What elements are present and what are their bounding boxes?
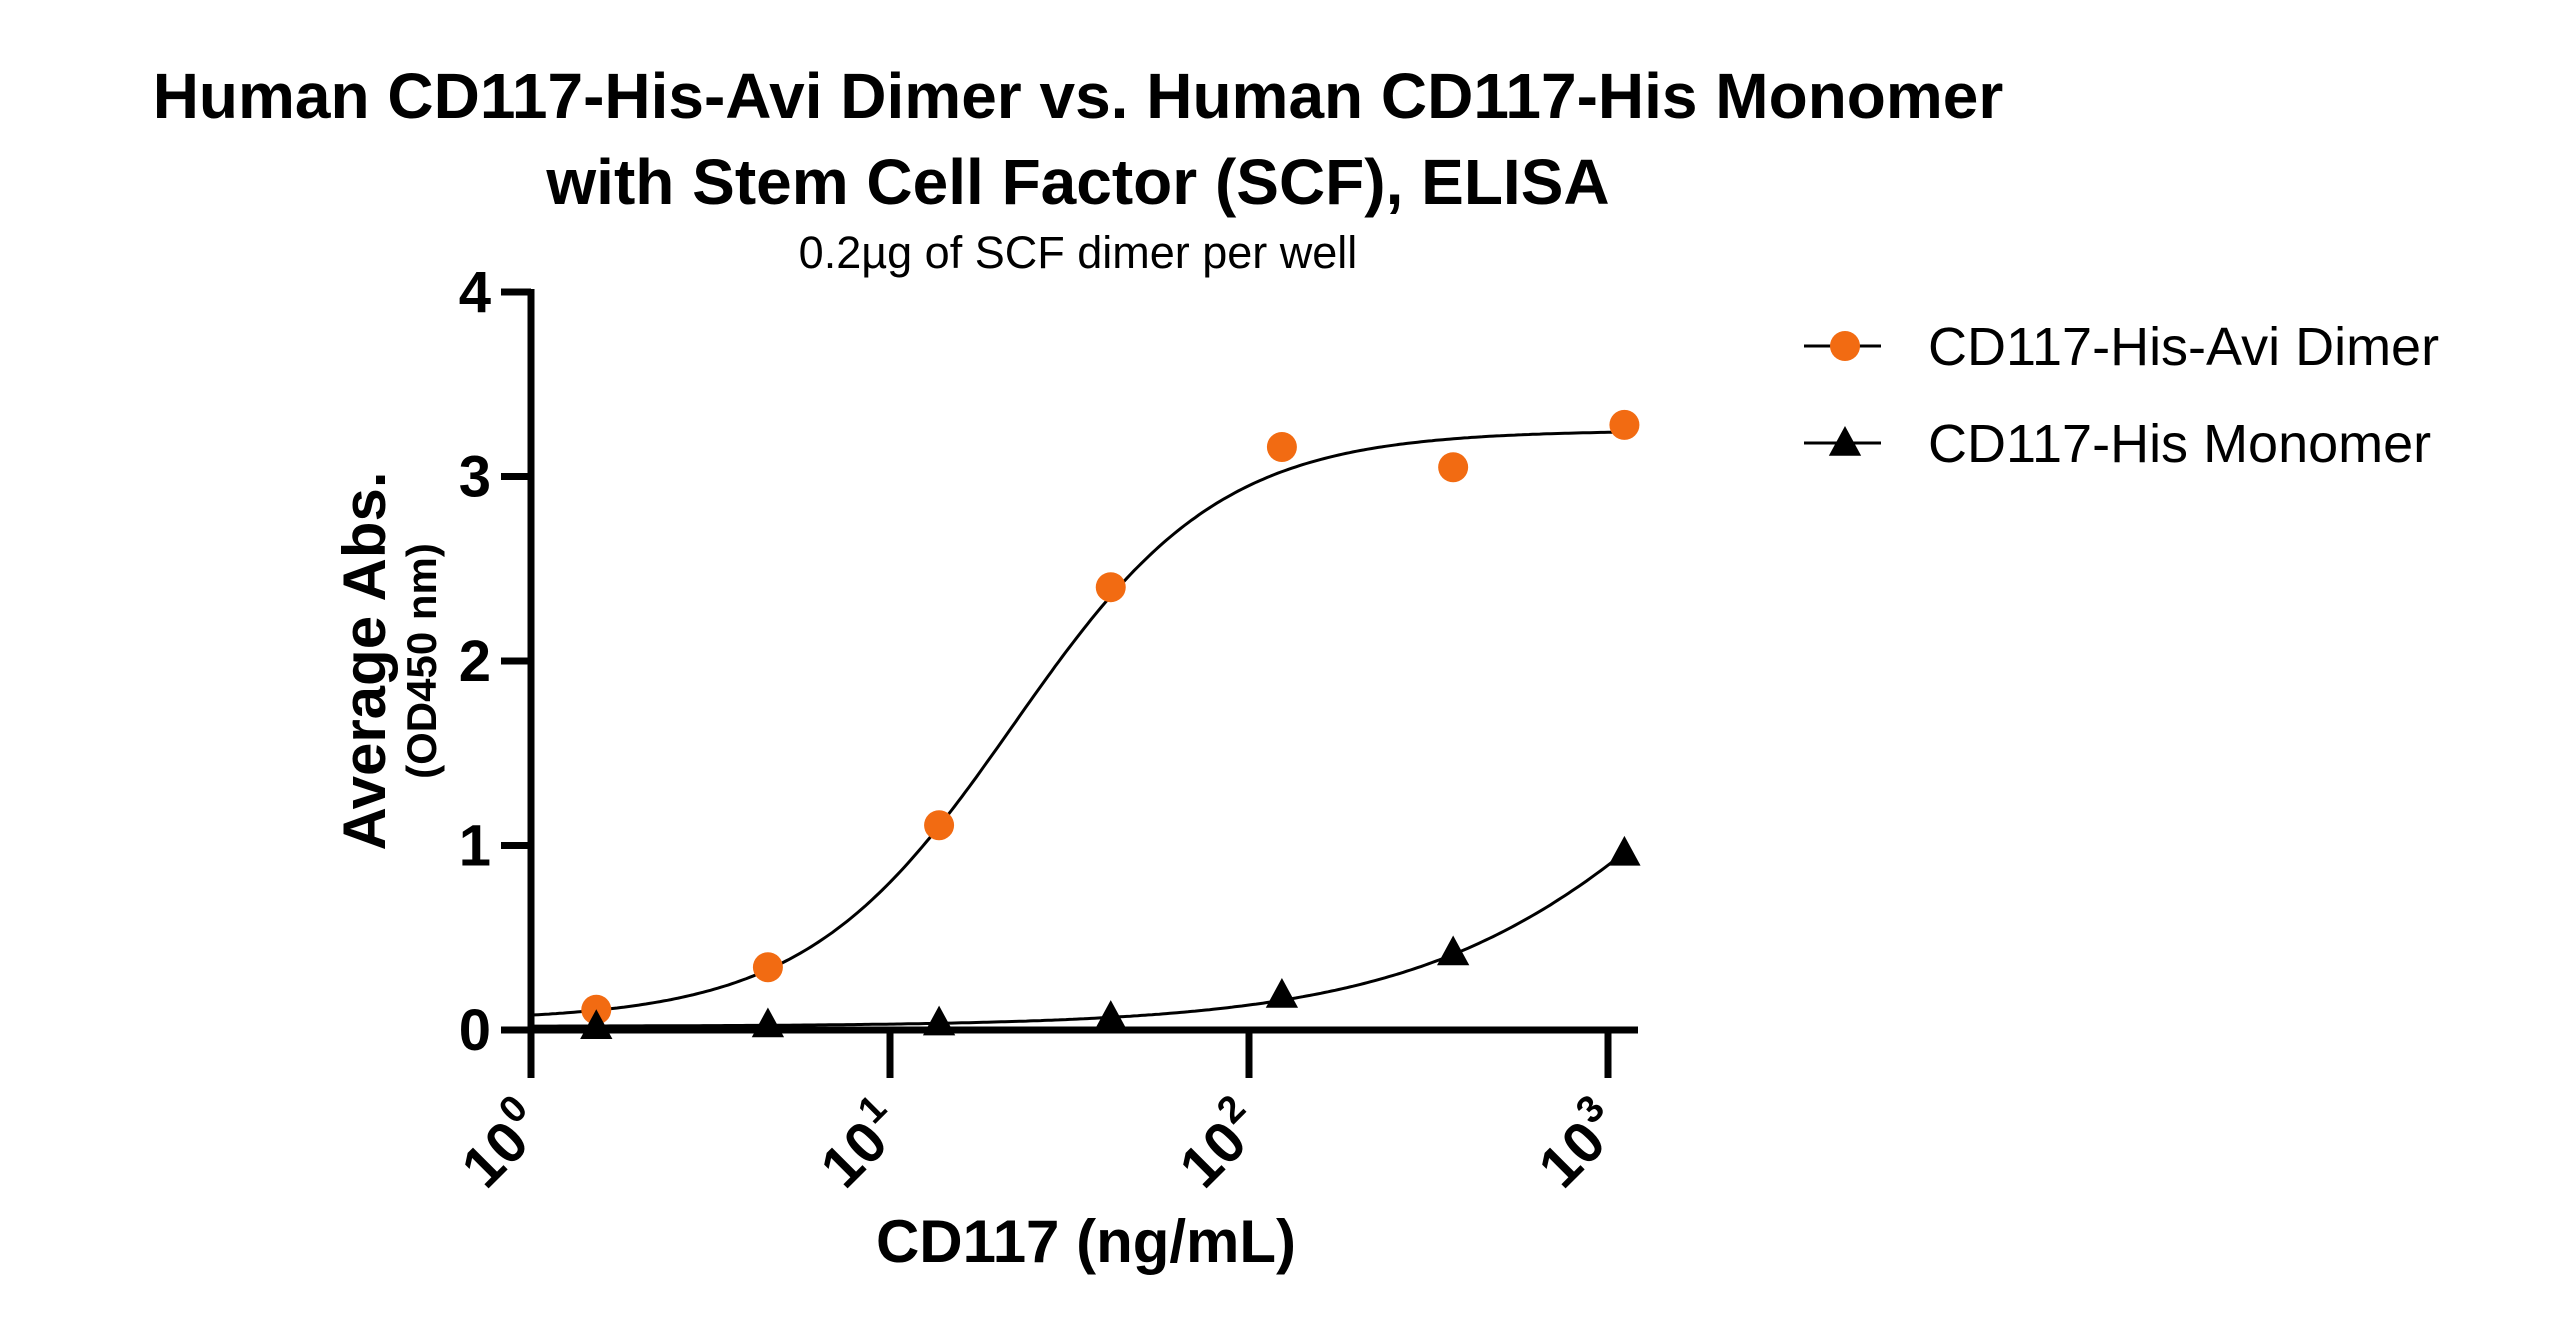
x-tick-label-text: 103 [1521, 1087, 1634, 1200]
x-tick-label: 103 [1521, 1087, 1634, 1200]
x-axis-label: CD117 (ng/mL) [876, 1208, 1296, 1275]
x-tick-exponent: 2 [1209, 1087, 1254, 1132]
fit-curve-dimer [530, 430, 1626, 1017]
y-axis-sublabel: (OD450 nm) [398, 543, 445, 779]
y-tick-label: 2 [459, 629, 491, 694]
y-axis-label: Average Abs. [331, 471, 398, 850]
monomer-point [1608, 835, 1641, 866]
x-tick-label: 102 [1162, 1087, 1275, 1200]
fit-curves [530, 430, 1627, 1028]
x-tick-exponent: 1 [850, 1087, 895, 1132]
legend-item: CD117-His Monomer [1804, 414, 2431, 474]
dimer-point [1266, 431, 1297, 462]
dimer-point [924, 810, 955, 841]
x-tick-exponent: 0 [491, 1087, 536, 1132]
legend-label: CD117-His Monomer [1928, 414, 2431, 474]
chart-title-line2: with Stem Cell Factor (SCF), ELISA [545, 146, 1609, 218]
x-tick-label: 100 [444, 1087, 557, 1200]
dimer-point [1609, 409, 1640, 440]
monomer-point [580, 1009, 613, 1040]
x-tick-label-text: 100 [444, 1087, 557, 1200]
x-tick-label-text: 102 [1162, 1087, 1275, 1200]
legend: CD117-His-Avi Dimer CD117-His Monomer [1804, 317, 2439, 474]
data-points [580, 409, 1641, 1040]
x-tick-label-text: 101 [803, 1087, 916, 1200]
legend-item: CD117-His-Avi Dimer [1804, 317, 2439, 377]
dimer-point [752, 952, 783, 983]
dimer-point [1095, 572, 1126, 603]
monomer-point [1094, 1000, 1127, 1030]
chart-title-line1: Human CD117-His-Avi Dimer vs. Human CD11… [153, 60, 2004, 132]
dimer-point [1438, 452, 1469, 483]
monomer-point [751, 1007, 785, 1038]
triangle-marker-icon [1828, 426, 1862, 456]
y-tick-label: 3 [459, 445, 491, 510]
x-tick-exponent: 3 [1568, 1087, 1613, 1132]
chart-subtitle: 0.2µg of SCF dimer per well [799, 227, 1358, 278]
y-tick-label: 0 [459, 998, 491, 1063]
monomer-point [1437, 935, 1470, 966]
y-tick-label: 4 [459, 260, 491, 325]
y-tick-label: 1 [459, 814, 491, 879]
monomer-point [922, 1005, 956, 1036]
circle-marker-icon [1830, 331, 1860, 361]
legend-label: CD117-His-Avi Dimer [1928, 317, 2439, 377]
x-tick-label: 101 [803, 1087, 916, 1200]
monomer-point [1265, 977, 1299, 1008]
fit-curve-monomer [531, 850, 1627, 1028]
